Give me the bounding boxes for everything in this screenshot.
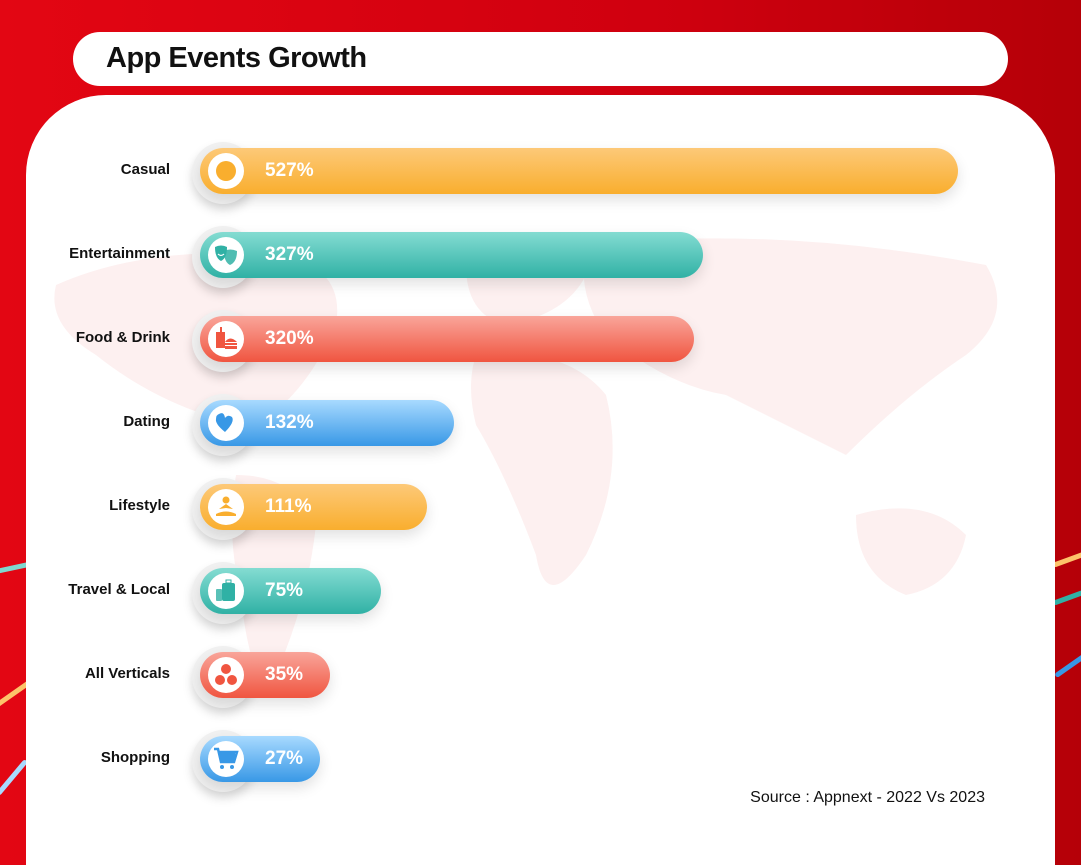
value-label: 527%: [265, 160, 314, 181]
hearts-icon: [208, 405, 244, 441]
bar-row: Casual 527%: [0, 142, 1081, 204]
luggage-icon: [208, 573, 244, 609]
fast-food-icon: [208, 321, 244, 357]
value-label: 111%: [265, 496, 312, 517]
bar: 527%: [200, 148, 958, 194]
chart-card: [26, 95, 1055, 865]
chart-title: App Events Growth: [106, 42, 367, 74]
bar-row: Food & Drink 320%: [0, 310, 1081, 372]
category-label: Food & Drink: [75, 329, 170, 346]
circle-icon: [208, 153, 244, 189]
bar-row: Shopping 27%: [0, 730, 1081, 792]
bar: 111%: [200, 484, 428, 530]
bar: 35%: [200, 652, 331, 698]
value-label: 320%: [265, 328, 314, 349]
bar-row: All Verticals 35%: [0, 646, 1081, 708]
value-label: 35%: [265, 664, 304, 685]
value-label: 327%: [265, 244, 314, 265]
bar-row: Travel & Local 75%: [0, 562, 1081, 624]
dots-icon: [208, 657, 244, 693]
shopping-cart-icon: [208, 741, 244, 777]
meditation-icon: [208, 489, 244, 525]
category-label: All Verticals: [84, 665, 170, 682]
title-banner: App Events Growth: [73, 32, 1008, 86]
value-label: 75%: [265, 580, 304, 601]
category-label: Shopping: [100, 749, 170, 766]
bar: 132%: [200, 400, 454, 446]
bar: 75%: [200, 568, 382, 614]
category-label: Dating: [123, 413, 170, 430]
source-note: Source : Appnext - 2022 Vs 2023: [750, 789, 985, 806]
category-label: Casual: [120, 161, 170, 178]
theater-masks-icon: [208, 237, 244, 273]
category-label: Lifestyle: [109, 497, 170, 514]
bar: 327%: [200, 232, 703, 278]
value-label: 27%: [265, 748, 304, 769]
bar-row: Lifestyle 111%: [0, 478, 1081, 540]
bar-row: Dating 132%: [0, 394, 1081, 456]
category-label: Entertainment: [69, 245, 170, 262]
value-label: 132%: [265, 412, 314, 433]
bar: 320%: [200, 316, 694, 362]
decor-stripe: [1052, 549, 1081, 568]
category-label: Travel & Local: [68, 581, 170, 598]
bar-row: Entertainment 327%: [0, 226, 1081, 288]
bar: 27%: [200, 736, 320, 782]
